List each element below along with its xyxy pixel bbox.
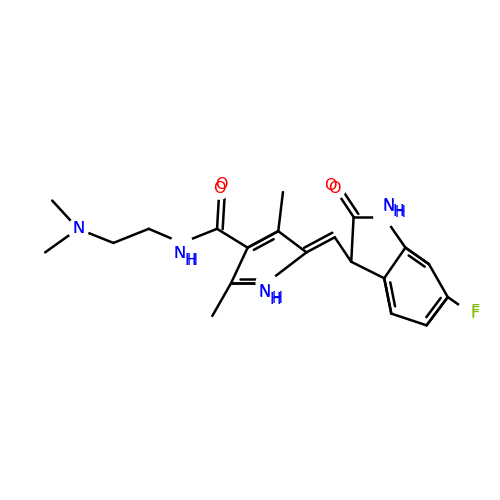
Text: N: N <box>72 222 84 236</box>
Circle shape <box>458 301 478 322</box>
Text: H: H <box>394 205 405 220</box>
Text: F: F <box>470 306 480 321</box>
Circle shape <box>374 206 394 228</box>
Text: H: H <box>269 292 280 307</box>
Text: N: N <box>258 285 270 300</box>
Text: H: H <box>184 253 196 268</box>
Circle shape <box>256 272 277 293</box>
Text: F: F <box>470 304 480 318</box>
Text: N: N <box>174 246 186 261</box>
Text: N: N <box>383 198 395 213</box>
Text: H: H <box>272 292 282 306</box>
Circle shape <box>209 178 230 199</box>
Text: N: N <box>174 246 186 261</box>
Text: N: N <box>258 284 270 299</box>
Text: H: H <box>186 254 198 268</box>
Circle shape <box>172 232 192 254</box>
Text: N: N <box>382 199 394 214</box>
Circle shape <box>68 218 88 239</box>
Text: H: H <box>392 204 404 219</box>
Text: O: O <box>216 176 228 192</box>
Text: N: N <box>72 222 84 236</box>
Text: O: O <box>324 178 336 192</box>
Text: O: O <box>213 182 226 196</box>
Circle shape <box>324 178 345 199</box>
Text: O: O <box>328 182 341 196</box>
